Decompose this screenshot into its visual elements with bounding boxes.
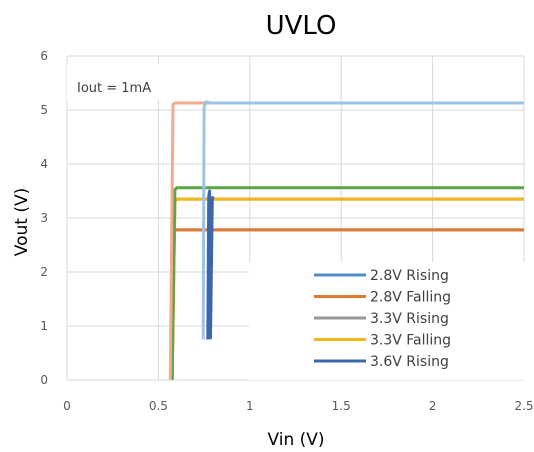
- y-tick-label-3: 3: [40, 211, 48, 225]
- y-tick-label-6: 6: [40, 49, 48, 63]
- annotation-text: Iout = 1mA: [77, 81, 151, 96]
- x-tick-label-3: 1.5: [332, 399, 351, 413]
- x-tick-label-4: 2: [429, 399, 437, 413]
- y-tick-label-1: 1: [40, 319, 48, 333]
- series-lines: [168, 100, 524, 381]
- x-tick-label-5: 2.5: [514, 399, 533, 413]
- annotation-box: [67, 64, 164, 100]
- legend-box: [249, 262, 525, 380]
- x-axis-label: Vin (V): [267, 430, 324, 450]
- y-tick-label-0: 0: [40, 373, 48, 387]
- x-tick-label-0: 0: [63, 399, 71, 413]
- tick-labels: 0 0.5 1 1.5 2 2.5 0 1 2 3 4 5 6: [40, 49, 533, 413]
- series-line-5: [170, 186, 524, 381]
- y-axis-label: Vout (V): [12, 188, 32, 256]
- legend-label-3: 3.3V Falling: [370, 333, 451, 349]
- y-tick-label-2: 2: [40, 265, 48, 279]
- y-tick-label-5: 5: [40, 103, 48, 117]
- series-line-4: [206, 189, 215, 340]
- legend-label-2: 3.3V Rising: [370, 311, 449, 327]
- legend-label-4: 3.6V Rising: [370, 354, 449, 370]
- legend: 2.8V Rising 2.8V Falling 3.3V Rising 3.3V F…: [314, 268, 451, 370]
- chart-title: UVLO: [266, 11, 337, 41]
- series-line-7: [201, 100, 524, 340]
- x-tick-label-1: 0.5: [149, 399, 168, 413]
- y-tick-label-4: 4: [40, 157, 48, 171]
- legend-label-0: 2.8V Rising: [370, 268, 449, 284]
- legend-label-1: 2.8V Falling: [370, 290, 451, 306]
- x-tick-label-2: 1: [246, 399, 254, 413]
